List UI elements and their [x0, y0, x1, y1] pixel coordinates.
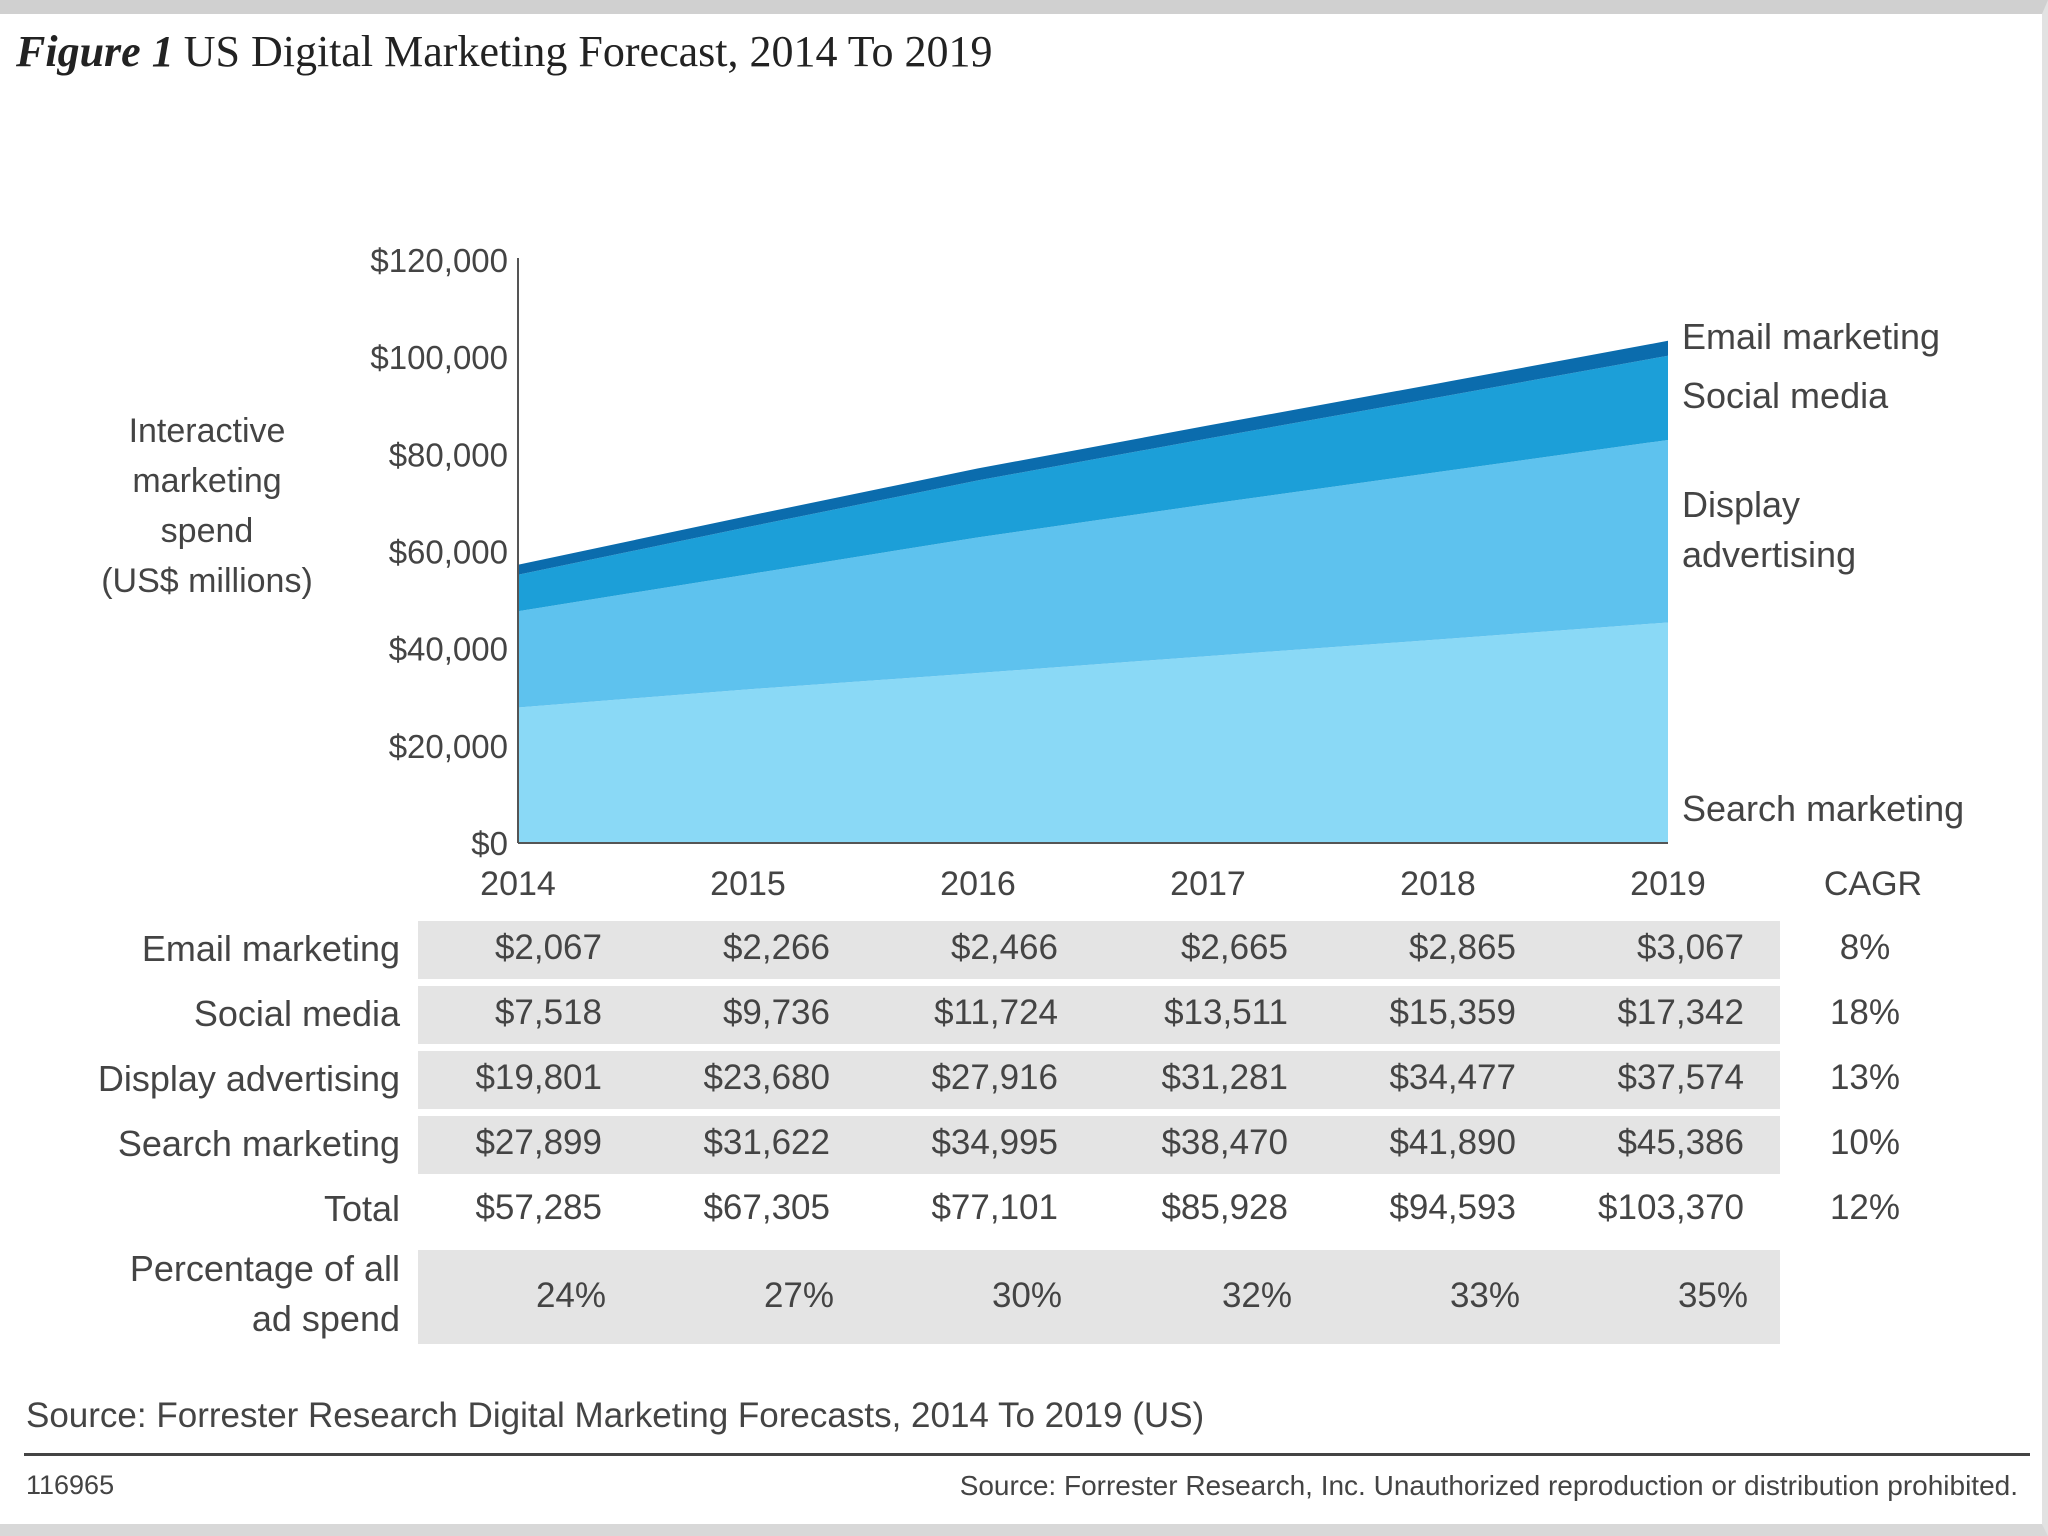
table-cell: $57,285: [475, 1188, 602, 1227]
x-tick-label: 2014: [480, 865, 556, 900]
table-cell: $31,281: [1161, 1058, 1288, 1097]
table-row-band: [418, 986, 1780, 1044]
figure-id: 116965: [26, 1470, 115, 1500]
table-cell: $11,724: [934, 993, 1058, 1032]
table-cell: $27,916: [931, 1058, 1058, 1097]
y-tick-label: $0: [471, 825, 508, 862]
table-row-label: Total: [323, 1188, 400, 1229]
table-row-label: Social media: [193, 993, 400, 1034]
table-cell: $9,736: [722, 993, 830, 1032]
area-search-marketing: [518, 622, 1668, 843]
x-tick-label: 2017: [1170, 865, 1246, 900]
series-label-display-advertising: Display: [1682, 484, 1800, 525]
y-tick-label: $60,000: [389, 534, 508, 571]
table-cell: $13,511: [1164, 993, 1288, 1032]
table-cell: $103,370: [1598, 1188, 1744, 1227]
table-row-band: [418, 1250, 1780, 1344]
table-cell: $67,305: [703, 1188, 830, 1227]
table-cell: $31,622: [703, 1123, 830, 1162]
table-row-label: ad spend: [251, 1298, 400, 1339]
area-social-media: [518, 355, 1668, 612]
table-cell: $27,899: [475, 1123, 602, 1162]
table-cell: $19,801: [475, 1058, 602, 1097]
divider-rule: [24, 1453, 2030, 1456]
cagr-header: CAGR: [1824, 865, 1922, 900]
table-row-band: [418, 921, 1780, 979]
table-cell: 24%: [535, 1276, 606, 1315]
table-cell: $15,359: [1389, 993, 1516, 1032]
table-cell: $34,995: [931, 1123, 1058, 1162]
cagr-cell: 18%: [1829, 993, 1901, 1032]
table-row-label: Search marketing: [117, 1123, 400, 1164]
y-axis-label: marketing: [132, 462, 281, 500]
table-row-label: Display advertising: [97, 1058, 400, 1099]
x-tick-label: 2018: [1400, 865, 1476, 900]
table-cell: $7,518: [494, 993, 602, 1032]
table-cell: $2,067: [494, 928, 602, 967]
source-note: Source: Forrester Research Digital Marke…: [26, 1396, 1205, 1435]
table-cell: $34,477: [1389, 1058, 1516, 1097]
figure-title-text: US Digital Marketing Forecast, 2014 To 2…: [183, 27, 993, 76]
y-tick-label: $20,000: [389, 728, 508, 765]
figure-title: Figure 1 US Digital Marketing Forecast, 2…: [16, 26, 993, 77]
figure-number: Figure 1: [16, 27, 174, 76]
y-tick-label: $120,000: [370, 242, 508, 279]
y-axis-label: (US$ millions): [101, 562, 313, 600]
table-cell: $2,266: [722, 928, 830, 967]
series-label-email-marketing: Email marketing: [1682, 316, 1940, 357]
table-row-band: [418, 1051, 1780, 1109]
stacked-area-chart: $0 $20,000 $40,000 $60,000 $80,000 $100,000 $1…: [101, 242, 1964, 900]
x-tick-label: 2019: [1630, 865, 1706, 900]
series-label-social-media: Social media: [1682, 375, 1889, 416]
table-cell: $38,470: [1161, 1123, 1288, 1162]
table-cell: $45,386: [1617, 1123, 1744, 1162]
table-cell: $17,342: [1617, 993, 1744, 1032]
table-cell: 30%: [991, 1276, 1062, 1315]
table-cell: $2,665: [1180, 928, 1288, 967]
table-cell: $23,680: [703, 1058, 830, 1097]
table-cell: 33%: [1449, 1276, 1520, 1315]
table-cell: $85,928: [1161, 1188, 1288, 1227]
table-cell: $3,067: [1636, 928, 1744, 967]
y-axis-label: spend: [161, 512, 254, 550]
table-row-label: Percentage of all: [129, 1248, 400, 1289]
table-cell: 35%: [1677, 1276, 1748, 1315]
area-email-marketing: [518, 340, 1668, 575]
table-cell: 32%: [1221, 1276, 1292, 1315]
table-cell: $94,593: [1389, 1188, 1516, 1227]
series-label-search-marketing: Search marketing: [1682, 788, 1964, 829]
table-row-band: [418, 1116, 1780, 1174]
table-cell: $41,890: [1389, 1123, 1516, 1162]
y-tick-label: $80,000: [389, 436, 508, 473]
y-tick-label: $100,000: [370, 339, 508, 376]
table-row-label: Email marketing: [141, 928, 400, 969]
cagr-cell: 13%: [1829, 1058, 1901, 1097]
table-cell: $2,466: [950, 928, 1058, 967]
table-cell: $37,574: [1617, 1058, 1744, 1097]
cagr-cell: 8%: [1839, 928, 1891, 967]
cagr-cell: 10%: [1829, 1123, 1901, 1162]
table-cell: $2,865: [1408, 928, 1516, 967]
x-tick-label: 2015: [710, 865, 786, 900]
area-display-advertising: [518, 439, 1668, 708]
copyright-note: Source: Forrester Research, Inc. Unautho…: [959, 1470, 2018, 1501]
x-tick-label: 2016: [940, 865, 1016, 900]
cagr-cell: 12%: [1829, 1188, 1901, 1227]
y-tick-label: $40,000: [389, 631, 508, 668]
series-label-display-advertising: advertising: [1682, 534, 1856, 575]
table-cell: $77,101: [931, 1188, 1058, 1227]
table-cell: 27%: [763, 1276, 834, 1315]
y-axis-label: Interactive: [129, 412, 286, 450]
